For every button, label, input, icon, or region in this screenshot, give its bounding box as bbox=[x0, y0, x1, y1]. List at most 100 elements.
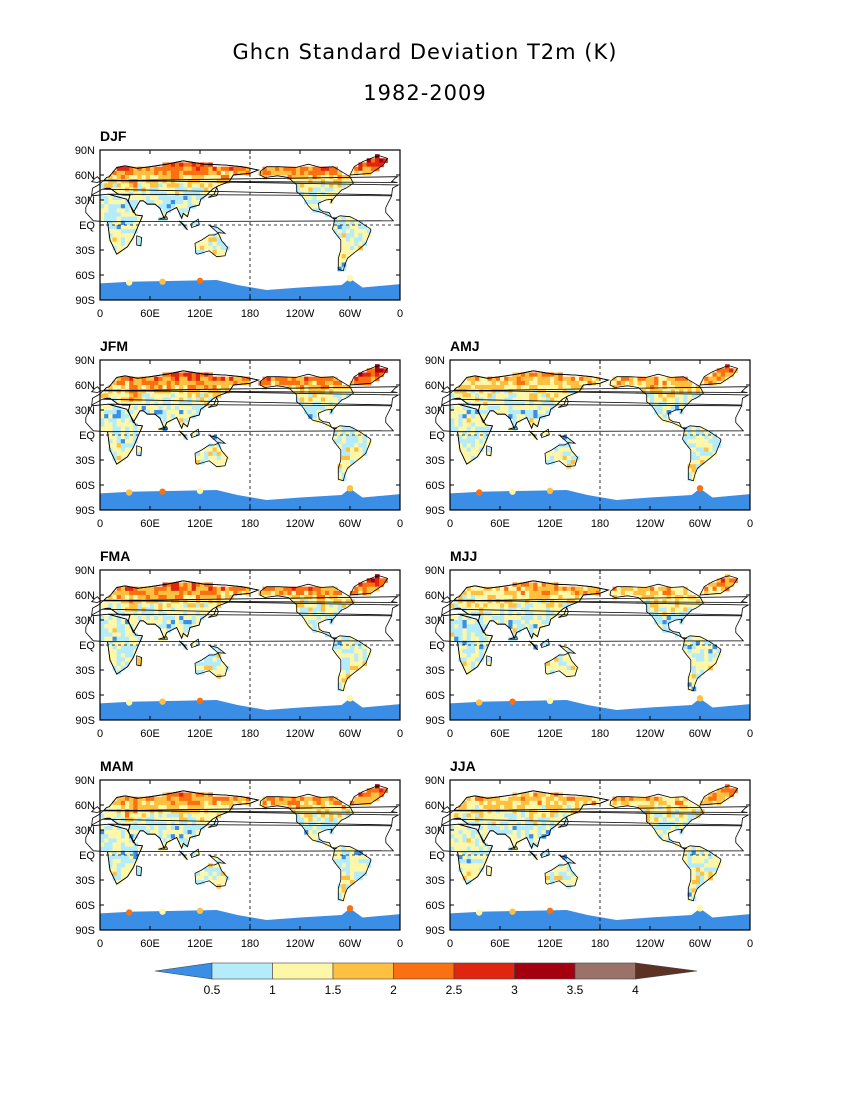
field-cell bbox=[329, 166, 334, 172]
field-cell bbox=[508, 397, 513, 403]
field-cell bbox=[125, 850, 130, 856]
field-cell bbox=[204, 657, 209, 663]
lon-tick-label: 0 bbox=[747, 728, 753, 740]
field-cell bbox=[345, 430, 351, 436]
field-cell bbox=[475, 439, 480, 444]
field-cell bbox=[354, 657, 359, 663]
field-cell bbox=[550, 460, 555, 465]
field-cell bbox=[325, 397, 330, 403]
field-cell bbox=[550, 665, 555, 671]
field-cell bbox=[704, 376, 709, 382]
field-cell bbox=[216, 670, 222, 675]
field-cell bbox=[179, 405, 184, 411]
field-cell bbox=[150, 615, 155, 621]
field-cell bbox=[129, 813, 134, 818]
field-cell bbox=[308, 813, 313, 818]
field-cell bbox=[525, 380, 530, 386]
field-cell bbox=[337, 850, 343, 856]
field-cell bbox=[358, 661, 363, 667]
field-cell bbox=[491, 595, 497, 600]
colorbar-segment bbox=[453, 962, 515, 980]
field-cell bbox=[212, 653, 218, 658]
field-cell bbox=[366, 376, 372, 382]
coastline bbox=[208, 816, 219, 828]
field-cell bbox=[666, 393, 672, 398]
field-cell bbox=[691, 393, 697, 398]
field-cell bbox=[462, 451, 468, 457]
field-cell bbox=[654, 817, 659, 823]
field-cell bbox=[125, 170, 130, 176]
field-cell bbox=[541, 800, 547, 806]
field-cell bbox=[470, 800, 476, 806]
field-cell bbox=[570, 661, 576, 667]
field-cell bbox=[458, 834, 463, 839]
field-cell bbox=[354, 800, 359, 806]
field-cell bbox=[112, 229, 118, 234]
field-cell bbox=[466, 620, 472, 625]
field-cell bbox=[462, 855, 468, 860]
field-cell bbox=[195, 195, 201, 201]
field-cell bbox=[475, 422, 480, 428]
field-cell bbox=[137, 389, 143, 394]
antarctic-station-marker bbox=[346, 695, 354, 702]
field-cell bbox=[191, 611, 197, 617]
field-cell bbox=[112, 599, 118, 604]
field-cell bbox=[562, 595, 568, 600]
field-cell bbox=[620, 590, 626, 596]
field-cell bbox=[545, 376, 551, 382]
field-cell bbox=[487, 595, 493, 600]
field-cell bbox=[116, 405, 122, 411]
field-cell bbox=[650, 380, 655, 386]
field-cell bbox=[120, 380, 126, 386]
field-cell bbox=[312, 624, 318, 629]
field-cell bbox=[708, 796, 713, 802]
field-cell bbox=[537, 397, 543, 403]
field-cell bbox=[337, 817, 343, 823]
field-cell bbox=[170, 603, 176, 608]
field-cell bbox=[270, 590, 276, 596]
field-cell bbox=[470, 620, 476, 625]
field-cell bbox=[358, 229, 363, 234]
field-cell bbox=[350, 863, 355, 868]
field-cell bbox=[570, 451, 576, 457]
field-cell bbox=[133, 599, 138, 604]
field-cell bbox=[504, 830, 509, 835]
field-cell bbox=[320, 397, 326, 403]
field-cell bbox=[150, 830, 155, 835]
field-cell bbox=[108, 208, 113, 213]
field-cell bbox=[270, 796, 276, 802]
field-cell bbox=[675, 800, 680, 806]
field-cell bbox=[533, 397, 538, 403]
field-cell bbox=[345, 254, 351, 259]
field-cell bbox=[308, 385, 313, 390]
field-cell bbox=[504, 800, 509, 806]
lon-tick-label: 60E bbox=[140, 938, 160, 950]
field-cell bbox=[612, 380, 618, 386]
field-cell bbox=[533, 834, 538, 839]
field-cell bbox=[145, 376, 151, 382]
coastline bbox=[558, 645, 577, 654]
field-cell bbox=[679, 599, 684, 604]
field-cell bbox=[729, 372, 734, 378]
field-cell bbox=[320, 179, 326, 184]
field-cell bbox=[591, 380, 597, 386]
field-cell bbox=[108, 645, 113, 650]
colorbar-level-label: 1 bbox=[269, 983, 276, 997]
field-cell bbox=[145, 586, 151, 592]
field-cell bbox=[204, 665, 209, 671]
field-cell bbox=[137, 376, 143, 382]
field-cell bbox=[583, 590, 588, 596]
field-cell bbox=[508, 590, 513, 596]
coastline bbox=[208, 855, 227, 864]
field-cell bbox=[112, 657, 118, 663]
field-cell bbox=[245, 586, 251, 592]
field-cell bbox=[191, 805, 197, 810]
field-cell bbox=[208, 245, 213, 251]
field-cell bbox=[466, 867, 472, 873]
field-cell bbox=[462, 422, 468, 428]
field-cell bbox=[541, 817, 547, 823]
field-cell bbox=[375, 368, 380, 373]
field-cell bbox=[341, 262, 347, 268]
field-cell bbox=[162, 590, 168, 596]
